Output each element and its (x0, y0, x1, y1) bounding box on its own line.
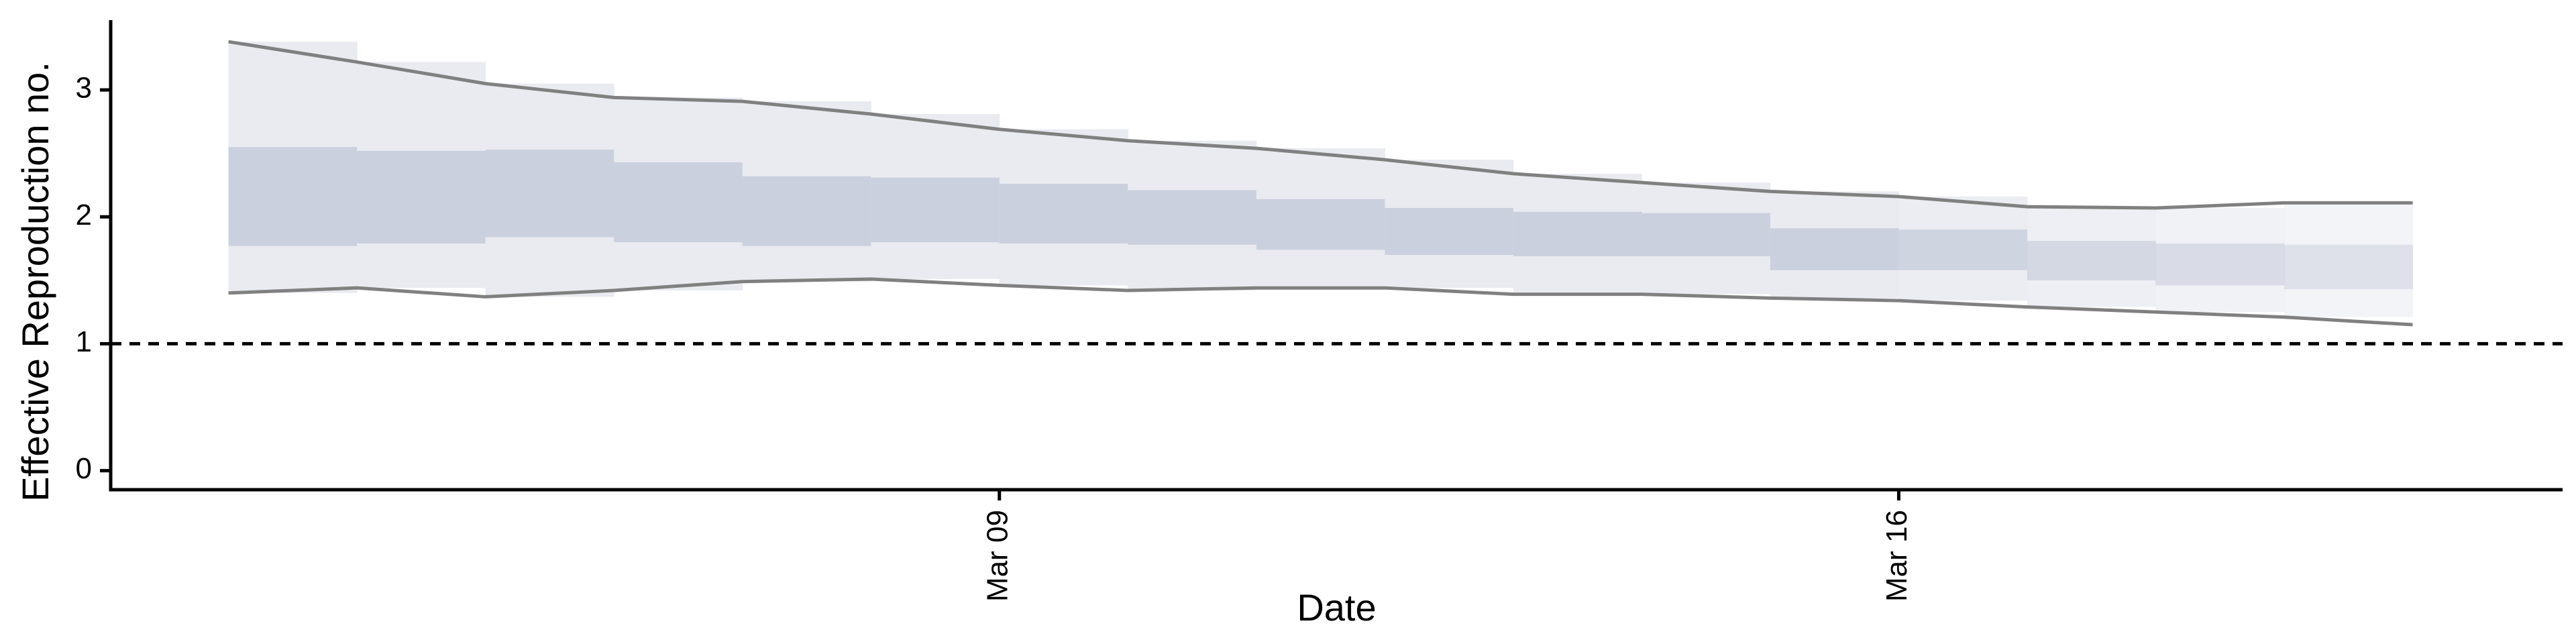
band-50-segment (614, 162, 743, 243)
band-50-segment (1385, 208, 1514, 255)
lower-bound-line (228, 277, 2413, 327)
y-axis-title: Effective Reproduction no. (14, 62, 56, 502)
band-50-segment (2027, 241, 2157, 280)
band-50-segment (1770, 228, 1900, 270)
y-ticks: 0 1 2 3 (76, 72, 111, 485)
x-ticks: Mar 09 Mar 16 (981, 490, 1913, 602)
band-50-segment (999, 184, 1128, 244)
band-90-segment (2284, 203, 2414, 317)
band-50-segment (1898, 229, 2028, 270)
band-50-segment (485, 149, 614, 237)
bound-lines (228, 40, 2413, 327)
band-50-segment (1128, 190, 1257, 245)
x-axis-title: Date (1297, 586, 1376, 629)
band-50-segment (1642, 213, 1771, 256)
bands (228, 42, 2414, 317)
band-50-segment (1513, 211, 1642, 256)
x-tick-label: Mar 16 (1880, 510, 1913, 602)
band-50-segment (2284, 244, 2414, 290)
band-50-segment (742, 176, 871, 246)
band-50-segment (357, 150, 486, 244)
y-tick-label: 1 (76, 325, 92, 358)
y-tick-label: 0 (76, 452, 92, 485)
band-50-segment (1256, 199, 1385, 250)
x-tick-label: Mar 09 (981, 510, 1014, 602)
upper-bound-line (228, 40, 2413, 210)
y-tick-label: 2 (76, 199, 92, 231)
band-50-segment (228, 147, 358, 246)
y-tick-label: 3 (76, 72, 92, 105)
band-50-segment (871, 177, 1000, 243)
band-50-segment (2155, 243, 2285, 286)
